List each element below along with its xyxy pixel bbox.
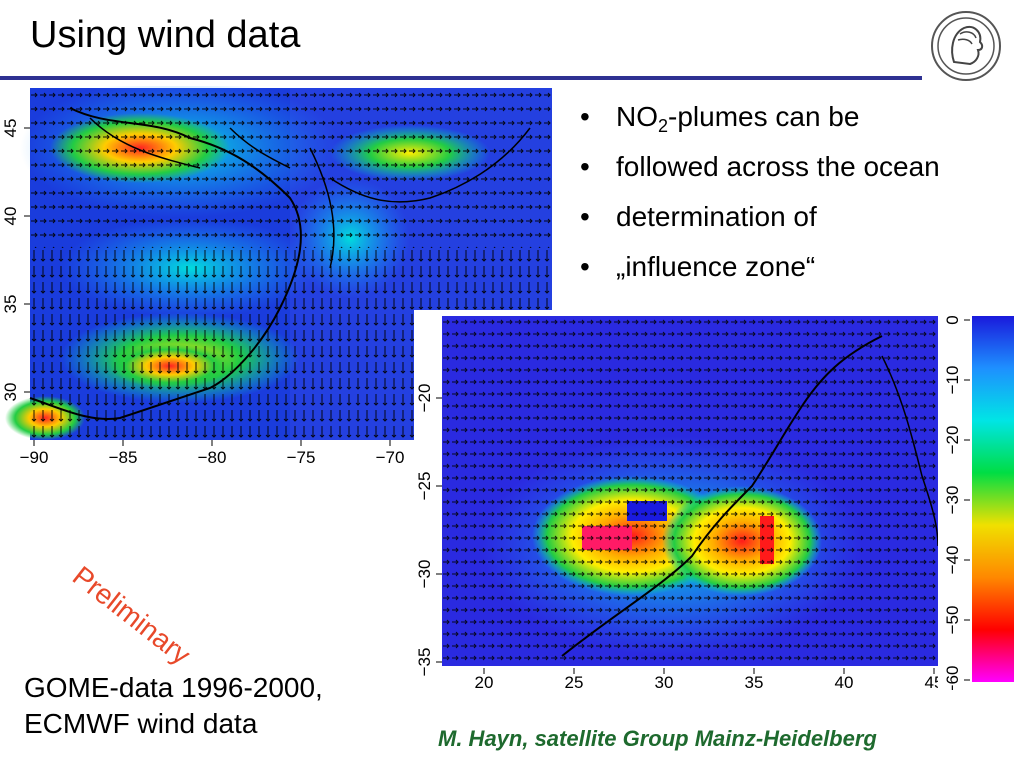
no2-subscript: 2 — [658, 116, 669, 136]
x-tick-label: −70 — [376, 448, 405, 467]
colorbar-tick-label: −50 — [943, 606, 962, 635]
y-tick-label: 40 — [1, 207, 20, 226]
x-tick-label: 45 — [925, 673, 938, 688]
minerva-head-icon — [931, 11, 1001, 81]
preliminary-watermark: Preliminary — [66, 560, 197, 671]
y-tick-label: −20 — [415, 384, 434, 413]
y-tick-label: 30 — [1, 383, 20, 402]
x-tick-label: 40 — [835, 673, 854, 688]
colorbar-gradient — [972, 316, 1014, 682]
no2-prefix: NO — [616, 101, 658, 132]
x-tick-label: −80 — [198, 448, 227, 467]
data-note-line: ECMWF wind data — [24, 708, 258, 739]
data-source-note: GOME-data 1996-2000, ECMWF wind data — [24, 670, 323, 742]
x-tick-label: −90 — [20, 448, 49, 467]
bullet-item: NO2-plumes can be — [580, 92, 940, 142]
colorbar-tick-label: −20 — [943, 426, 962, 455]
slide-title: Using wind data — [30, 14, 301, 56]
x-tick-label: 30 — [655, 673, 674, 688]
colorbar-tick-label: −40 — [943, 546, 962, 575]
y-tick-label: −25 — [415, 472, 434, 501]
bullet-item: determination of — [580, 192, 940, 242]
y-tick-label: 35 — [1, 295, 20, 314]
x-tick-label: 35 — [745, 673, 764, 688]
x-tick-label: 20 — [475, 673, 494, 688]
colorbar-tick-label: 0 — [943, 315, 962, 324]
data-note-line: GOME-data 1996-2000, — [24, 672, 323, 703]
no2-suffix: -plumes can be — [668, 101, 860, 132]
bullet-continuation: „influence zone“ — [580, 242, 940, 292]
south-africa-no2-wind-map: 20 25 30 35 40 45 −20 −25 −30 −35 — [415, 316, 938, 688]
bullet-continuation: followed across the ocean — [580, 142, 940, 192]
y-tick-label: −30 — [415, 560, 434, 589]
y-tick-label: 45 — [1, 119, 20, 138]
bullet-list: NO2-plumes can be followed across the oc… — [580, 92, 940, 292]
y-tick-label: −35 — [415, 648, 434, 677]
author-credit: M. Hayn, satellite Group Mainz-Heidelber… — [438, 726, 877, 751]
colorbar-tick-label: −60 — [943, 666, 962, 690]
colorbar-tick-label: −10 — [943, 366, 962, 395]
x-tick-label: 25 — [565, 673, 584, 688]
x-tick-label: −85 — [109, 448, 138, 467]
colorbar-tick-label: −30 — [943, 486, 962, 515]
color-scale-bar: 0 −10 −20 −30 −40 −50 −60 — [943, 315, 1014, 690]
x-tick-label: −75 — [287, 448, 316, 467]
title-underline — [0, 76, 922, 80]
